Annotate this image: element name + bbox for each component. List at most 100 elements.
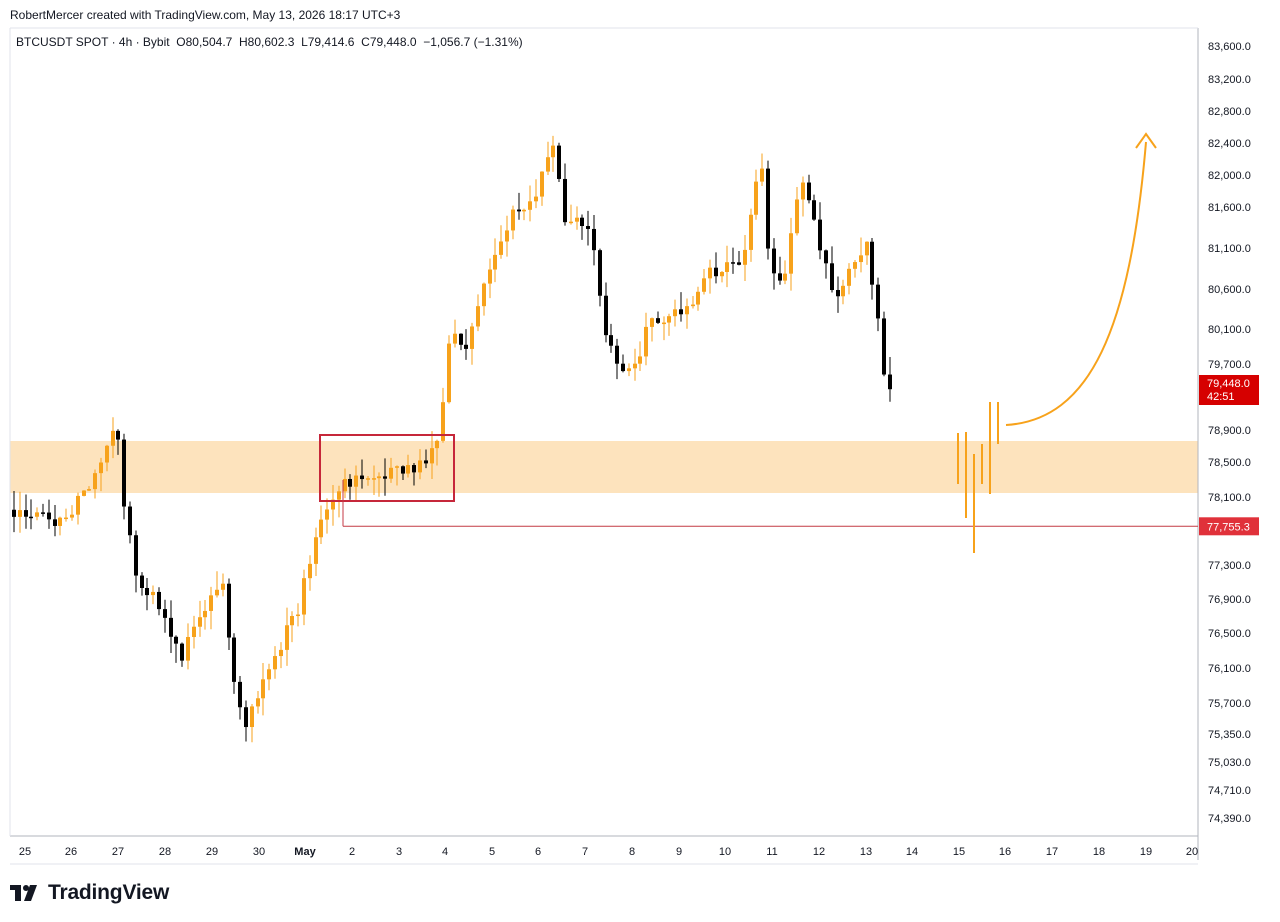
price-tick-label: 76,900.0: [1208, 594, 1251, 606]
symbol-name[interactable]: BTCUSDT SPOT · 4h · Bybit: [16, 35, 170, 49]
candle-body: [273, 656, 277, 670]
time-tick-label: 10: [719, 846, 731, 858]
candle-body: [807, 182, 811, 201]
candle-body: [627, 368, 631, 372]
candle-body: [604, 295, 608, 336]
candle-body: [82, 490, 86, 496]
candle-body: [331, 499, 335, 510]
time-tick-label: 8: [629, 846, 635, 858]
candle-body: [215, 589, 219, 596]
candle-body: [673, 309, 677, 317]
candle-body: [76, 495, 80, 515]
candle-body: [841, 285, 845, 297]
candle-body: [650, 318, 654, 327]
candle-body: [169, 617, 173, 637]
price-tick-label: 82,800.0: [1208, 106, 1251, 118]
candle-body: [186, 636, 190, 661]
candle-body: [586, 226, 590, 229]
candle-body: [418, 460, 422, 473]
candle-body: [766, 168, 770, 249]
candle-body: [882, 318, 886, 375]
candle-body: [285, 625, 289, 650]
time-tick-label: 17: [1046, 846, 1058, 858]
candle-body: [563, 178, 567, 223]
support-zone-layer: [10, 441, 1198, 493]
tv-logo-icon: [10, 885, 37, 901]
candle-body: [111, 430, 115, 446]
high-value: 80,602.3: [247, 35, 295, 49]
current-price-badge: [1199, 375, 1259, 405]
projection-arrow-head: [1135, 132, 1157, 149]
close-label: C: [361, 35, 370, 49]
time-tick-label: 29: [206, 846, 218, 858]
candle-body: [801, 182, 805, 200]
time-tick-label: 12: [813, 846, 825, 858]
candle-body: [731, 262, 735, 264]
axes-layer: [9, 27, 1199, 865]
candle-body: [499, 241, 503, 255]
price-tick-label: 74,390.0: [1208, 813, 1251, 825]
candle-body: [865, 241, 869, 256]
candle-body: [192, 626, 196, 637]
price-tick-label: 75,700.0: [1208, 698, 1251, 710]
time-tick-label: 6: [535, 846, 541, 858]
time-tick-label: May: [294, 846, 316, 858]
candle-body: [360, 475, 364, 480]
time-tick-label: 20: [1186, 846, 1198, 858]
candle-body: [279, 649, 283, 657]
candle-body: [180, 643, 184, 661]
candle-body: [64, 517, 68, 520]
price-tick-label: 76,500.0: [1208, 628, 1251, 640]
candle-body: [708, 267, 712, 279]
price-tick-label: 81,100.0: [1208, 243, 1251, 255]
candle-body: [575, 217, 579, 222]
candle-body: [667, 316, 671, 323]
time-tick-label: 11: [766, 846, 777, 858]
candle-body: [517, 209, 521, 212]
candle-body: [383, 476, 387, 479]
candle-body: [267, 669, 271, 680]
price-tick-label: 78,900.0: [1208, 425, 1251, 437]
candle-body: [424, 460, 428, 464]
candle-body: [691, 304, 695, 307]
candle-body: [888, 374, 892, 390]
time-tick-label: 25: [19, 846, 31, 858]
brand-name: TradingView: [48, 881, 170, 904]
candle-body: [412, 465, 416, 473]
candle-body: [870, 241, 874, 285]
current-price-value: 79,448.0: [1207, 378, 1250, 390]
time-tick-label: 26: [65, 846, 77, 858]
candle-body: [754, 181, 758, 215]
price-tick-label: 76,100.0: [1208, 663, 1251, 675]
projection-arrow-path: [1005, 141, 1147, 426]
candle-body: [35, 512, 39, 517]
candle-body: [459, 333, 463, 345]
candle-body: [372, 478, 376, 480]
candle-body: [163, 609, 167, 618]
candle-body: [348, 478, 352, 487]
price-tick-label: 83,600.0: [1208, 41, 1251, 53]
candle-body: [18, 510, 22, 517]
candle-body: [343, 478, 347, 492]
candle-body: [760, 168, 764, 182]
candle-body: [621, 363, 625, 372]
price-tick-label: 83,200.0: [1208, 74, 1251, 86]
time-tick-label: 3: [396, 846, 402, 858]
candle-body: [685, 306, 689, 315]
candle-body: [395, 466, 399, 468]
candle-body: [93, 473, 97, 490]
candle-body: [290, 616, 294, 626]
candle-body: [41, 512, 45, 514]
candle-body: [12, 509, 16, 517]
price-tick-label: 74,710.0: [1208, 785, 1251, 797]
candle-body: [29, 516, 33, 519]
candle-body: [789, 233, 793, 274]
candle-body: [366, 478, 370, 480]
tradingview-logo[interactable]: TradingView: [10, 878, 169, 908]
candle-body: [580, 217, 584, 227]
candle-body: [859, 255, 863, 263]
candle-body: [836, 290, 840, 297]
candle-body: [482, 283, 486, 307]
candle-body: [511, 209, 515, 231]
